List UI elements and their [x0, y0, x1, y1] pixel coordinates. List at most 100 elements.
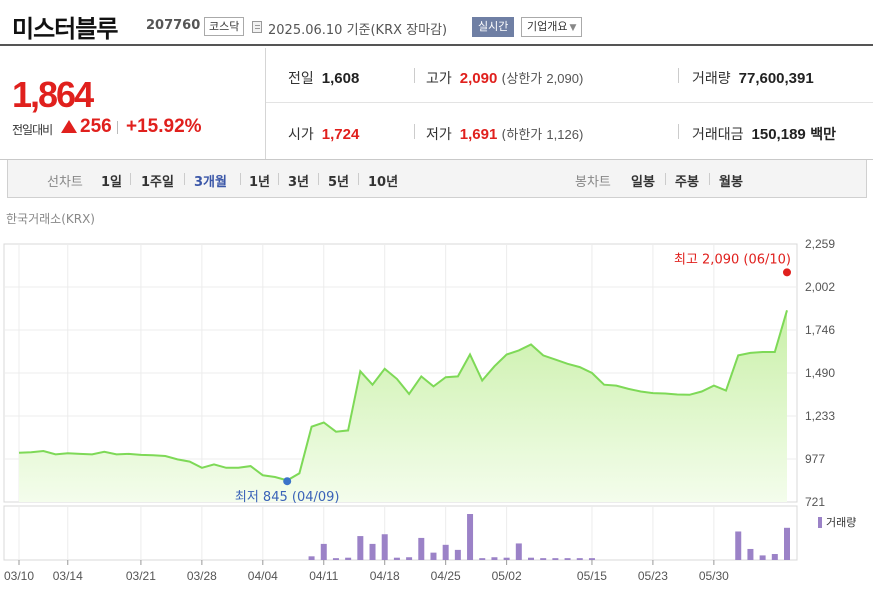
upper-limit: (상한가 2,090) — [501, 71, 583, 87]
quote-details: 전일 1,608 고가 2,090 (상한가 2,090) 거래량 77,600,391… — [266, 48, 873, 159]
volume-bar — [771, 554, 778, 560]
divider — [358, 173, 359, 185]
quote-row: 전일 1,608 고가 2,090 (상한가 2,090) 거래량 77,600,391 — [266, 48, 873, 103]
volume-bar — [588, 558, 595, 560]
price-box: 1,864 전일대비 256 +15.92% — [0, 48, 266, 159]
trade-amount-unit: 백만 — [810, 127, 836, 143]
stock-name: 미스터블루 — [12, 15, 118, 43]
volume-bar — [735, 531, 742, 560]
candle-monthly[interactable]: 월봉 — [719, 175, 743, 190]
stock-code: 207760 — [146, 18, 201, 33]
volume-bar — [564, 558, 571, 560]
realtime-button[interactable]: 실시간 — [472, 17, 515, 37]
period-3y[interactable]: 3년 — [288, 175, 310, 190]
open-value: 1,724 — [321, 126, 360, 143]
stock-header: 미스터블루 207760 코스닥 2025.06.10 기준(KRX 장마감) … — [0, 0, 873, 46]
company-overview-label: 기업개요 — [527, 20, 568, 33]
volume-bar — [320, 543, 327, 560]
high-label: 고가 — [426, 71, 452, 87]
y-tick-label: 1,490 — [805, 366, 835, 380]
document-icon — [252, 21, 262, 33]
upper-limit-label: (상한가 — [501, 72, 543, 87]
period-5y[interactable]: 5년 — [328, 175, 350, 190]
candle-weekly[interactable]: 주봉 — [675, 175, 699, 190]
chevron-down-icon: ▼ — [569, 23, 577, 33]
x-tick-label: 04/11 — [309, 569, 338, 583]
volume-bar — [393, 557, 400, 560]
price-change: 256 — [80, 116, 112, 137]
divider — [184, 173, 185, 185]
trade-amount-value: 150,189 — [751, 126, 806, 143]
volume-label: 거래량 — [692, 71, 731, 87]
divider — [117, 121, 118, 134]
lower-limit: (하한가 1,126) — [501, 127, 584, 143]
price-chart[interactable]: 2,259 2,002 1,746 1,490 1,233 977 721 03/10 03/1… — [0, 230, 873, 591]
divider — [240, 173, 241, 185]
open-price: 시가 1,724 — [288, 124, 359, 144]
company-overview-button[interactable]: 기업개요 ▼ — [521, 17, 583, 37]
volume-legend-swatch — [818, 517, 822, 528]
high-price: 고가 2,090 (상한가 2,090) — [426, 68, 583, 88]
period-3m[interactable]: 3개월 — [194, 175, 227, 190]
period-1y[interactable]: 1년 — [249, 175, 271, 190]
divider — [678, 124, 679, 139]
volume-bar — [540, 558, 547, 560]
prev-close: 전일 1,608 — [288, 68, 359, 88]
open-label: 시가 — [288, 127, 314, 143]
divider — [130, 173, 131, 185]
period-1d[interactable]: 1일 — [101, 175, 123, 190]
divider — [709, 173, 710, 185]
divider — [678, 68, 679, 83]
trade-amount: 거래대금 150,189 백만 — [692, 124, 836, 144]
volume-bar — [576, 558, 583, 560]
min-point-marker — [283, 477, 292, 486]
volume-bar — [418, 537, 425, 560]
volume: 거래량 77,600,391 — [692, 68, 814, 88]
period-10y[interactable]: 10년 — [368, 175, 399, 190]
volume-bar — [381, 534, 388, 560]
volume-value: 77,600,391 — [738, 70, 814, 87]
quote-row: 시가 1,724 저가 1,691 (하한가 1,126) 거래대금 150,189 백… — [266, 104, 873, 159]
market-badge: 코스닥 — [204, 17, 245, 36]
x-tick-label: 05/02 — [492, 569, 522, 583]
current-price: 1,864 — [12, 74, 94, 115]
divider — [414, 124, 415, 139]
high-value: 2,090 — [459, 70, 498, 87]
volume-bar — [552, 558, 559, 560]
x-tick-label: 05/23 — [638, 569, 668, 583]
x-tick-label: 04/04 — [248, 569, 278, 583]
y-tick-label: 2,002 — [805, 280, 835, 294]
volume-legend: 거래량 — [826, 516, 856, 529]
x-tick-label: 03/14 — [53, 569, 83, 583]
y-tick-label: 721 — [805, 495, 825, 509]
volume-bar — [406, 557, 413, 560]
trade-amount-label: 거래대금 — [692, 127, 744, 143]
candle-daily[interactable]: 일봉 — [631, 175, 655, 190]
min-label: 최저 845 (04/09) — [235, 490, 340, 505]
volume-bar — [467, 514, 474, 560]
volume-bar — [454, 549, 461, 560]
y-tick-label: 1,746 — [805, 323, 835, 337]
volume-bar — [515, 543, 522, 560]
lower-limit-value: 1,126) — [546, 127, 584, 142]
x-tick-label: 04/25 — [431, 569, 461, 583]
as-of-date: 2025.06.10 기준(KRX 장마감) — [268, 23, 448, 38]
divider — [414, 68, 415, 83]
price-area-fill — [19, 310, 787, 502]
volume-bar — [357, 536, 364, 560]
max-point-marker — [783, 268, 791, 277]
prev-close-label: 전일 — [288, 71, 314, 87]
quote-panel: 1,864 전일대비 256 +15.92% 전일 1,608 고가 2,090 (상… — [0, 48, 873, 160]
volume-bar — [503, 557, 510, 560]
y-tick-label: 1,233 — [805, 409, 835, 423]
exchange-label: 한국거래소(KRX) — [6, 212, 95, 226]
volume-bar — [759, 555, 766, 560]
volume-bar — [479, 558, 486, 560]
volume-bar — [332, 558, 339, 560]
volume-bar — [369, 543, 376, 560]
volume-bar — [430, 552, 437, 560]
prev-close-value: 1,608 — [321, 70, 360, 87]
up-triangle-icon — [61, 120, 77, 133]
period-1w[interactable]: 1주일 — [141, 175, 174, 190]
divider — [665, 173, 666, 185]
